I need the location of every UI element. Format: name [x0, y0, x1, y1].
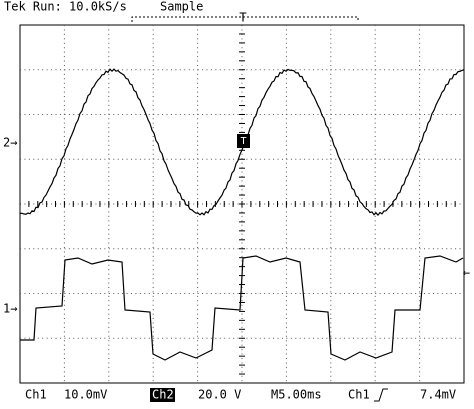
ch2-scale: 20.0 V — [198, 388, 241, 402]
ch2-marker: 2→ — [3, 136, 17, 150]
trigger-level-marker: ← — [463, 266, 470, 280]
status: Tek Run: 10.0kS/s — [4, 0, 127, 14]
ch1-label: Ch1 — [25, 388, 47, 402]
ch2-label: Ch2 — [152, 388, 174, 402]
record-bracket — [131, 16, 359, 22]
trigger-level: 7.4mV — [420, 388, 456, 402]
ch1-marker: 1→ — [3, 302, 17, 316]
trigger-source: Ch1 — [348, 388, 370, 402]
trigger-slope — [374, 388, 388, 402]
timebase: M5.00ms — [271, 388, 322, 402]
ch2-waveform — [19, 68, 465, 217]
trigger-marker-box — [237, 134, 250, 148]
trigger-position: T — [239, 11, 246, 25]
trigger-marker: T — [240, 136, 246, 147]
ch2-label-box — [150, 388, 175, 402]
ch1-scale: 10.0mV — [64, 388, 107, 402]
ch1-waveform — [20, 255, 464, 361]
graticule — [19, 24, 465, 384]
acq-mode: Sample — [160, 0, 203, 14]
